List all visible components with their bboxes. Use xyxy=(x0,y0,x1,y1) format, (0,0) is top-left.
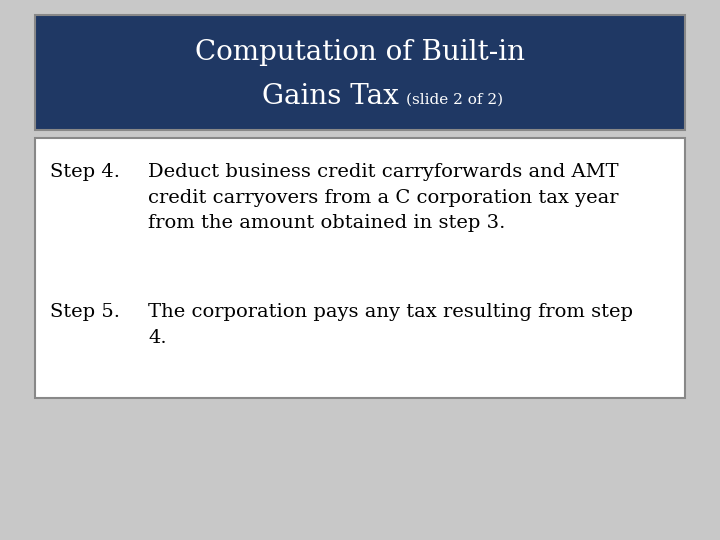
FancyBboxPatch shape xyxy=(35,138,685,398)
Text: Computation of Built-in: Computation of Built-in xyxy=(195,39,525,66)
FancyBboxPatch shape xyxy=(35,15,685,130)
Text: Gains Tax: Gains Tax xyxy=(261,84,398,111)
Text: (slide 2 of 2): (slide 2 of 2) xyxy=(406,93,503,107)
Text: Step 5.: Step 5. xyxy=(50,303,120,321)
Text: Deduct business credit carryforwards and AMT
credit carryovers from a C corporat: Deduct business credit carryforwards and… xyxy=(148,163,618,232)
Text: The corporation pays any tax resulting from step
4.: The corporation pays any tax resulting f… xyxy=(148,303,633,347)
Text: Step 4.: Step 4. xyxy=(50,163,120,181)
